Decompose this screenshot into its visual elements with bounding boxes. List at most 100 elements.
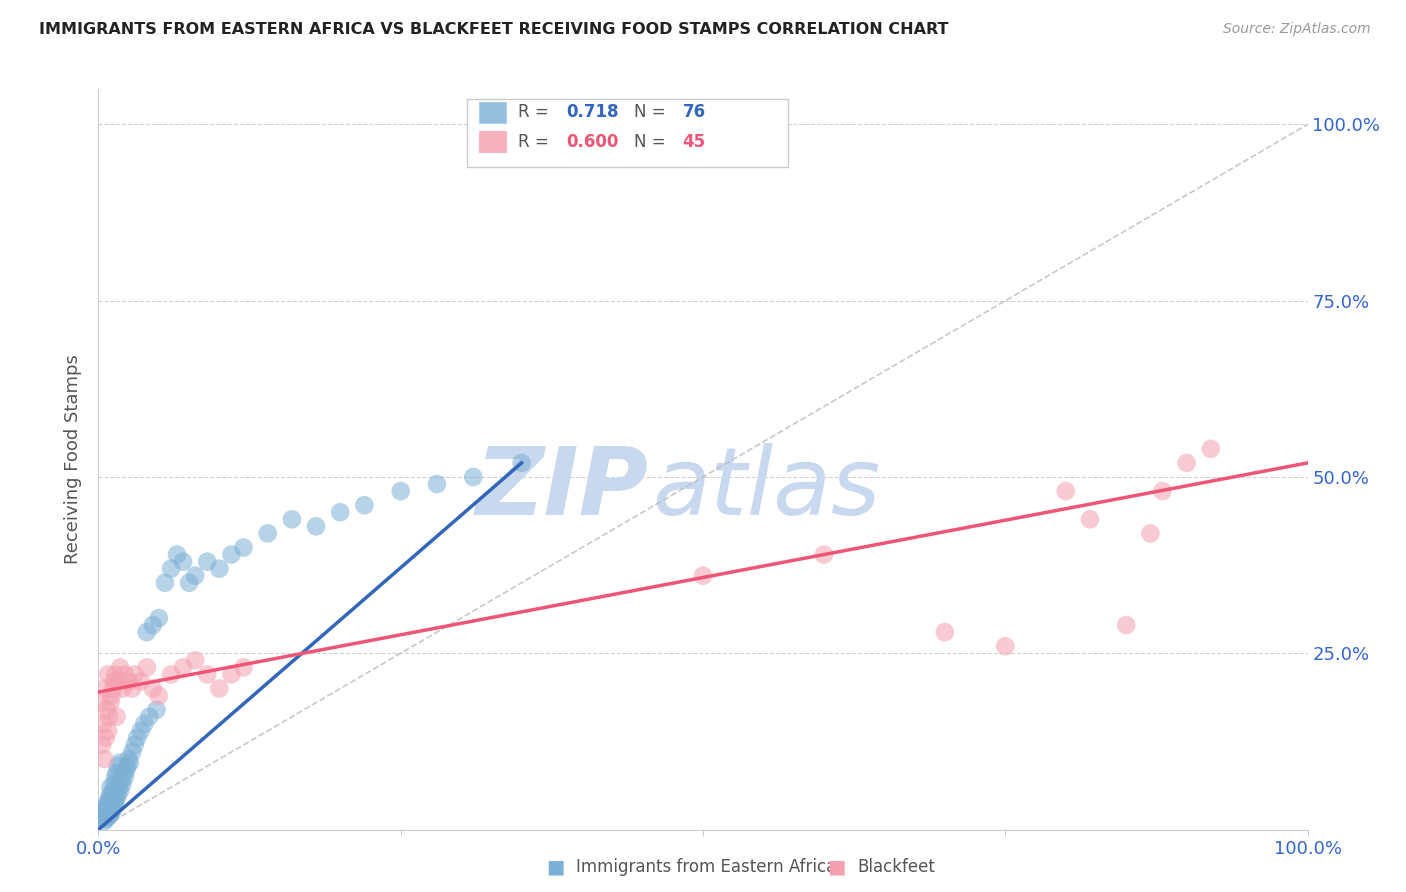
Point bbox=[90, 808, 112, 822]
Point bbox=[100, 780, 122, 795]
Point bbox=[93, 808, 115, 822]
Point bbox=[93, 752, 115, 766]
Point bbox=[1175, 456, 1198, 470]
Point bbox=[389, 484, 412, 499]
Point bbox=[101, 681, 124, 696]
Point bbox=[329, 505, 352, 519]
Bar bbox=[479, 102, 506, 122]
Text: ■: ■ bbox=[546, 857, 565, 877]
Point bbox=[101, 801, 124, 815]
Point bbox=[115, 763, 138, 777]
Point bbox=[103, 797, 125, 812]
Point bbox=[94, 810, 117, 824]
Point bbox=[1152, 484, 1174, 499]
Point bbox=[105, 790, 128, 805]
Point bbox=[118, 674, 141, 689]
Point bbox=[134, 716, 156, 731]
Point bbox=[100, 794, 122, 808]
Point bbox=[98, 801, 121, 815]
Point bbox=[1115, 618, 1137, 632]
Point bbox=[103, 674, 125, 689]
Point bbox=[153, 575, 176, 590]
Point bbox=[105, 766, 128, 780]
Point bbox=[94, 805, 117, 819]
Point bbox=[100, 807, 122, 822]
Point bbox=[195, 667, 218, 681]
Text: 0.718: 0.718 bbox=[567, 103, 619, 121]
Point bbox=[108, 756, 131, 770]
Point bbox=[221, 667, 243, 681]
Point bbox=[93, 814, 115, 829]
Point bbox=[114, 667, 136, 681]
Point bbox=[463, 470, 485, 484]
Point bbox=[124, 738, 146, 752]
Text: 76: 76 bbox=[682, 103, 706, 121]
Point bbox=[129, 674, 152, 689]
Point bbox=[91, 805, 114, 819]
Text: Blackfeet: Blackfeet bbox=[858, 858, 935, 876]
Point bbox=[179, 575, 201, 590]
Point bbox=[142, 618, 165, 632]
Point bbox=[107, 759, 129, 773]
Point bbox=[510, 456, 533, 470]
Point bbox=[104, 770, 127, 784]
Point bbox=[96, 801, 118, 815]
Point bbox=[138, 710, 160, 724]
Point bbox=[93, 801, 115, 815]
Point bbox=[94, 731, 117, 745]
Point bbox=[208, 681, 231, 696]
Point bbox=[118, 756, 141, 770]
Point bbox=[108, 780, 131, 795]
Point bbox=[305, 519, 328, 533]
Text: IMMIGRANTS FROM EASTERN AFRICA VS BLACKFEET RECEIVING FOOD STAMPS CORRELATION CH: IMMIGRANTS FROM EASTERN AFRICA VS BLACKF… bbox=[39, 22, 949, 37]
Point bbox=[97, 723, 120, 738]
Point bbox=[108, 784, 131, 798]
Point bbox=[160, 667, 183, 681]
Point bbox=[281, 512, 304, 526]
Point bbox=[100, 689, 122, 703]
Point bbox=[135, 660, 157, 674]
Point bbox=[100, 805, 122, 819]
Text: ZIP: ZIP bbox=[475, 443, 648, 535]
Text: 0.600: 0.600 bbox=[567, 133, 619, 151]
Point bbox=[232, 660, 254, 674]
Bar bbox=[479, 131, 506, 153]
Point bbox=[121, 745, 143, 759]
Point bbox=[221, 548, 243, 562]
Point bbox=[91, 810, 114, 824]
Point bbox=[107, 787, 129, 801]
Point bbox=[97, 667, 120, 681]
Point bbox=[98, 808, 121, 822]
Point bbox=[353, 498, 375, 512]
Point bbox=[98, 790, 121, 805]
Text: R =: R = bbox=[517, 103, 554, 121]
Point bbox=[97, 803, 120, 817]
Text: 45: 45 bbox=[682, 133, 706, 151]
Point bbox=[256, 526, 278, 541]
Point bbox=[105, 710, 128, 724]
Point bbox=[184, 653, 207, 667]
Point bbox=[129, 723, 152, 738]
Point bbox=[104, 667, 127, 681]
Y-axis label: Receiving Food Stamps: Receiving Food Stamps bbox=[65, 354, 83, 565]
Point bbox=[93, 681, 115, 696]
Point bbox=[108, 660, 131, 674]
Point bbox=[101, 784, 124, 798]
Point bbox=[934, 625, 956, 640]
Point bbox=[1199, 442, 1222, 456]
Point bbox=[172, 555, 194, 569]
Point bbox=[107, 674, 129, 689]
Point bbox=[91, 738, 114, 752]
Point bbox=[112, 766, 135, 780]
Text: R =: R = bbox=[517, 133, 554, 151]
Text: ■: ■ bbox=[827, 857, 846, 877]
Text: Immigrants from Eastern Africa: Immigrants from Eastern Africa bbox=[576, 858, 837, 876]
Text: N =: N = bbox=[634, 133, 671, 151]
Text: N =: N = bbox=[634, 103, 671, 121]
Point bbox=[232, 541, 254, 555]
Point bbox=[111, 777, 134, 791]
Point bbox=[96, 703, 118, 717]
Point bbox=[692, 568, 714, 582]
Point bbox=[172, 660, 194, 674]
Point bbox=[994, 639, 1017, 653]
